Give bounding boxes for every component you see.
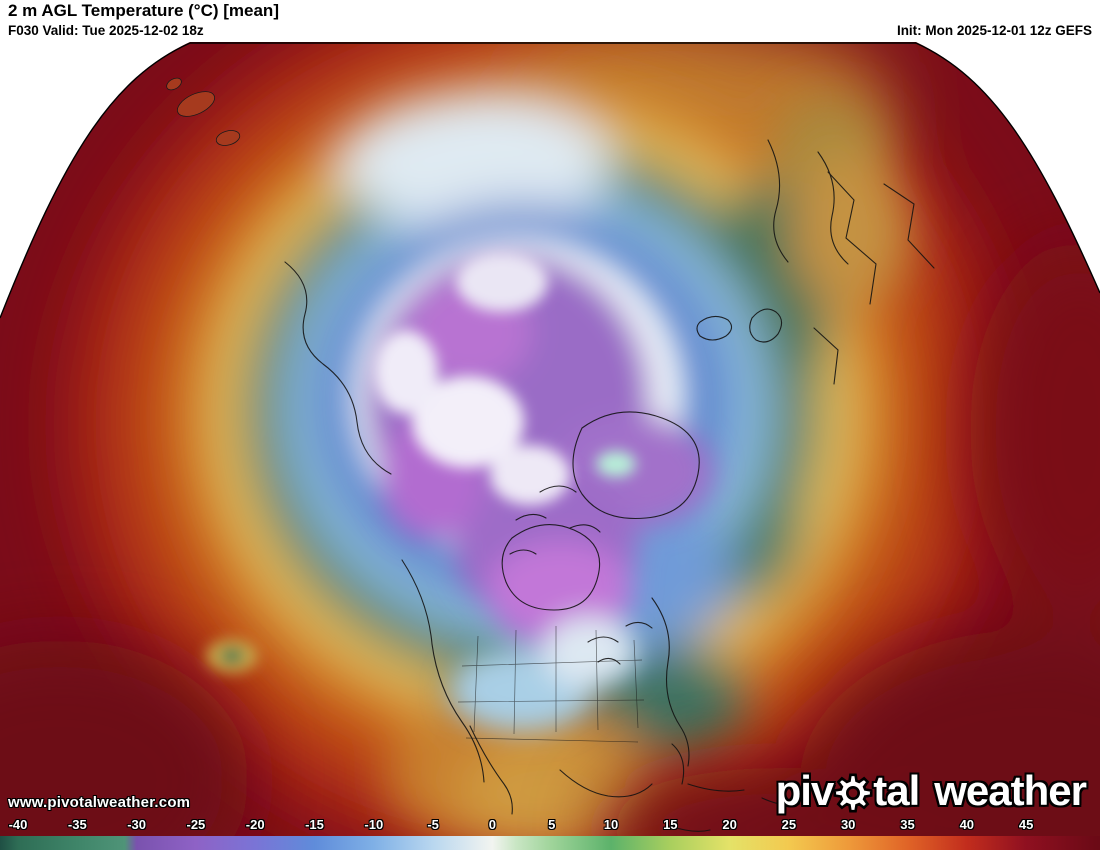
temperature-map-svg [0, 42, 1100, 836]
colorbar-tick-35: 35 [900, 817, 915, 832]
colorbar-tick-10: 10 [603, 817, 619, 832]
colorbar-tick-20: 20 [722, 817, 737, 832]
logo-text-tal: tal [873, 767, 920, 814]
colorbar-tick--40: -40 [8, 817, 28, 832]
colorbar-tick-25: 25 [781, 817, 797, 832]
state-borders [457, 626, 645, 743]
colorbar-tick--10: -10 [364, 817, 384, 832]
temperature-map [0, 42, 1100, 836]
corner-islands [166, 77, 241, 146]
map-frame [0, 42, 1100, 319]
colorbar-tick--25: -25 [186, 817, 206, 832]
colorbar-tick--35: -35 [67, 817, 87, 832]
colorbar-tick--15: -15 [305, 817, 324, 832]
logo-text-piv: piv [775, 767, 835, 814]
colorbar-ticks: -40 -35 -30 -25 -20 -15 -10 -5 0 5 10 15 20 25 30 35 40 4… [0, 817, 1100, 835]
map-title: 2 m AGL Temperature (°C) [mean] [8, 1, 279, 20]
forecast-valid-time: F030 Valid: Tue 2025-12-02 18z [8, 23, 204, 38]
colorbar-tick-5: 5 [548, 817, 556, 832]
gear-icon [833, 773, 873, 813]
pivotal-weather-logo: piv tal weather [775, 767, 1087, 814]
colorbar-tick--5: -5 [427, 817, 439, 832]
colorbar-gradient [0, 836, 1100, 850]
coastlines [284, 139, 935, 832]
watermark-url: www.pivotalweather.com [8, 794, 191, 811]
model-init-time: Init: Mon 2025-12-01 12z GEFS [896, 23, 1092, 38]
colorbar-tick--30: -30 [127, 817, 146, 832]
projection-corner-masks [0, 42, 1100, 318]
temp-field-detail-patches [206, 252, 636, 673]
colorbar-tick--20: -20 [245, 817, 265, 832]
header-bar: 2 m AGL Temperature (°C) [mean] F030 Val… [0, 0, 1100, 42]
colorbar-tick-15: 15 [663, 817, 678, 832]
colorbar-tick-0: 0 [488, 817, 497, 832]
colorbar-tick-40: 40 [959, 817, 975, 832]
colorbar-tick-45: 45 [1018, 817, 1034, 832]
temp-field-cold-core [348, 234, 714, 732]
logo-text-weather: weather [934, 767, 1087, 814]
colorbar-tick-30: 30 [840, 817, 856, 832]
